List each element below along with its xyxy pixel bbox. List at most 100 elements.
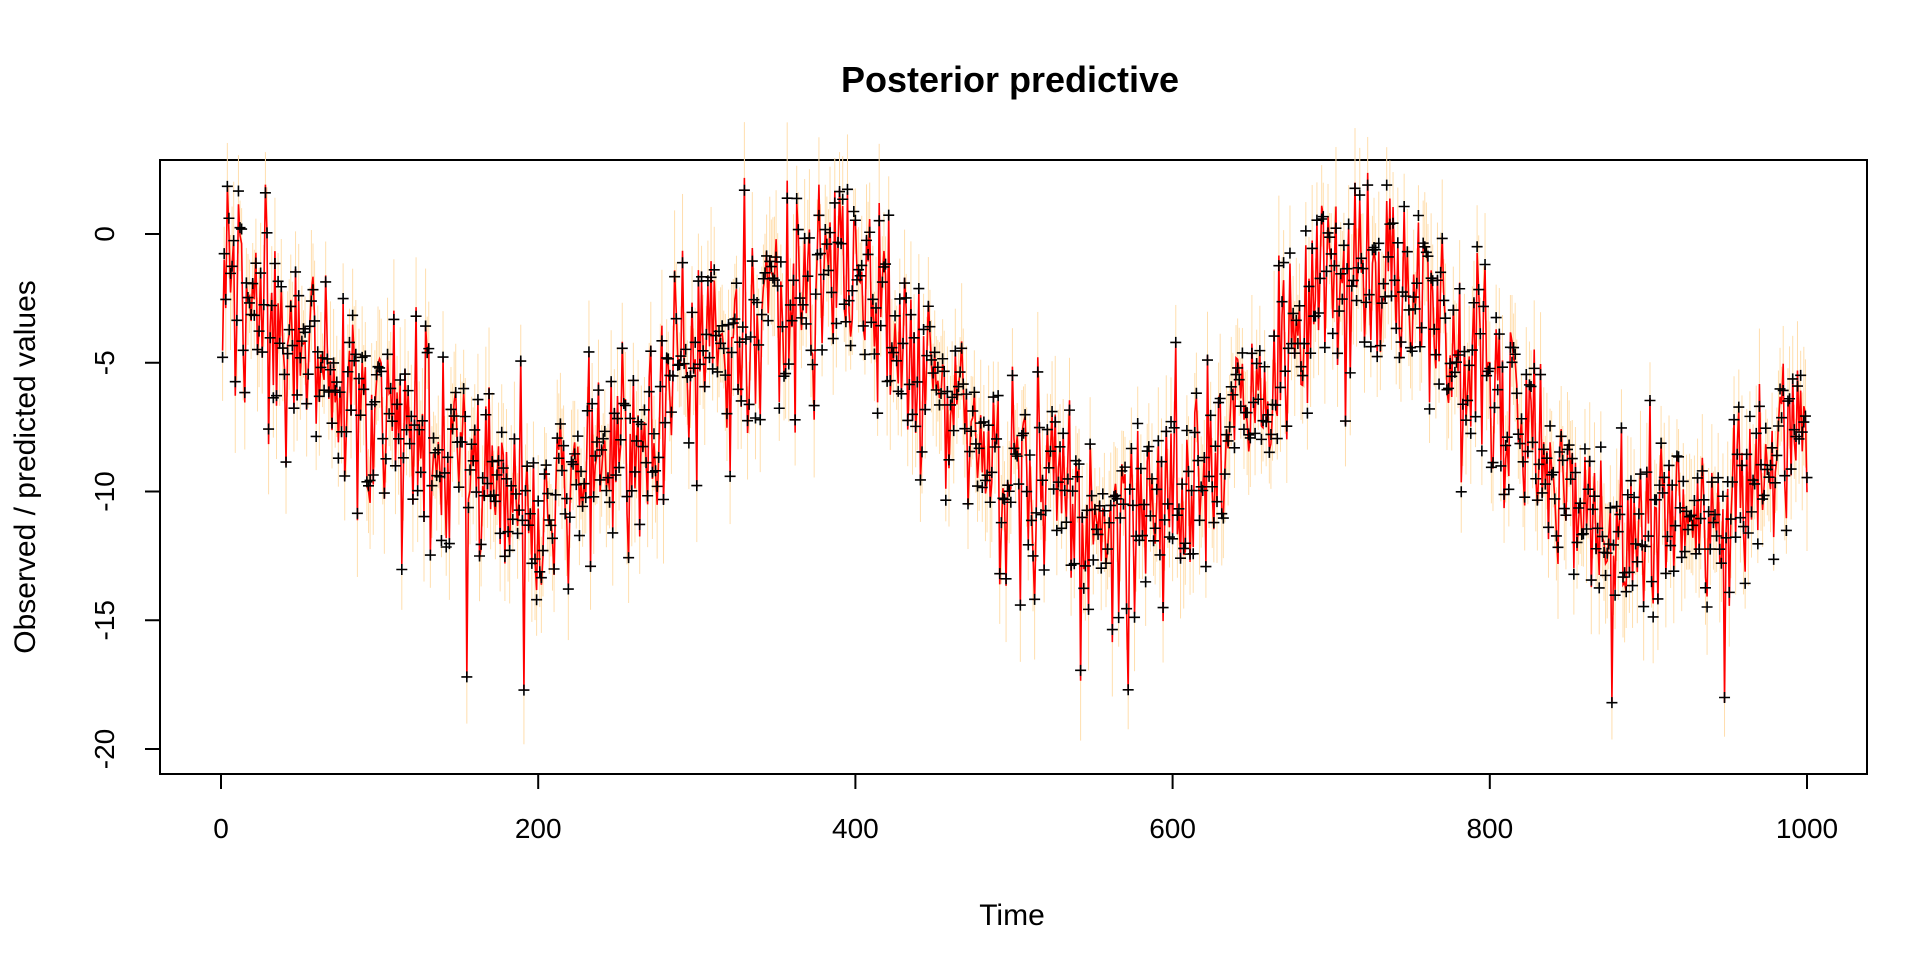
observed-point	[367, 469, 379, 481]
observed-point	[829, 197, 841, 209]
observed-point	[665, 406, 677, 418]
observed-point	[1462, 394, 1474, 406]
observed-point	[1014, 599, 1026, 611]
observed-point	[1785, 463, 1797, 475]
observed-point	[638, 404, 650, 416]
observed-point	[1048, 483, 1060, 495]
observed-point	[1143, 441, 1155, 453]
observed-point	[1187, 548, 1199, 560]
observed-point	[786, 315, 798, 327]
observed-point	[439, 467, 451, 479]
observed-point	[1162, 498, 1174, 510]
observed-point	[1225, 381, 1237, 393]
observed-point	[703, 352, 715, 364]
observed-point	[954, 366, 966, 378]
observed-point	[677, 257, 689, 269]
observed-point	[629, 466, 641, 478]
observed-point	[1067, 485, 1079, 497]
observed-point	[328, 357, 340, 369]
observed-point	[1236, 347, 1248, 359]
observed-point	[610, 469, 622, 481]
observed-point	[502, 526, 514, 538]
observed-point	[1102, 543, 1114, 555]
observed-point	[623, 552, 635, 564]
observed-point	[1506, 356, 1518, 368]
observed-point	[943, 454, 955, 466]
observed-point	[834, 186, 846, 198]
observed-point	[529, 553, 541, 565]
observed-point	[459, 410, 471, 422]
observed-point	[1022, 539, 1034, 551]
observed-point	[242, 292, 254, 304]
observed-point	[1528, 362, 1540, 374]
observed-point	[1387, 217, 1399, 229]
observed-point	[1523, 379, 1535, 391]
observed-point	[764, 255, 776, 267]
observed-point	[872, 407, 884, 419]
observed-point	[1544, 420, 1556, 432]
observed-point	[283, 324, 295, 336]
observed-point	[615, 434, 627, 446]
observed-point	[626, 485, 638, 497]
observed-point	[607, 527, 619, 539]
observed-point	[772, 280, 784, 292]
observed-point	[583, 346, 595, 358]
observed-point	[795, 312, 807, 324]
observed-point	[1769, 477, 1781, 489]
observed-point	[661, 352, 673, 364]
observed-point	[979, 474, 991, 486]
observed-point	[307, 284, 319, 296]
observed-point	[494, 527, 506, 539]
observed-point	[580, 492, 592, 504]
observed-point	[1228, 442, 1240, 454]
observed-point	[792, 224, 804, 236]
observed-point	[716, 320, 728, 332]
observed-point	[1041, 424, 1053, 436]
observed-point	[1336, 293, 1348, 305]
observed-point	[753, 339, 765, 351]
observed-point	[348, 355, 360, 367]
observed-point	[250, 257, 262, 269]
observed-point	[1631, 556, 1643, 568]
observed-point	[1157, 602, 1169, 614]
observed-point	[922, 300, 934, 312]
observed-point	[1676, 551, 1688, 563]
observed-point	[1165, 416, 1177, 428]
observed-point	[1170, 336, 1182, 348]
observed-point	[1749, 478, 1761, 490]
observed-point	[612, 413, 623, 425]
observed-point	[762, 315, 774, 327]
observed-point	[1298, 338, 1310, 350]
observed-point	[1560, 509, 1572, 521]
observed-point	[1768, 553, 1780, 565]
observed-point	[1549, 493, 1561, 505]
observed-point	[1311, 214, 1323, 226]
observed-point	[1327, 327, 1339, 339]
observed-point	[1122, 684, 1134, 696]
observed-point	[1620, 586, 1632, 598]
observed-point	[1501, 431, 1513, 443]
observed-point	[332, 452, 344, 464]
observed-point	[992, 390, 1004, 402]
observed-point	[1652, 593, 1664, 605]
observed-point	[1500, 439, 1512, 451]
observed-point	[1663, 459, 1675, 471]
observed-point	[1634, 468, 1646, 480]
observed-point	[933, 399, 945, 411]
observed-point	[1630, 538, 1642, 550]
observed-point	[383, 408, 395, 420]
observed-point	[1495, 460, 1507, 472]
observed-point	[386, 415, 398, 427]
observed-point	[1135, 463, 1147, 475]
observed-point	[342, 366, 354, 378]
observed-point	[1301, 407, 1313, 419]
observed-point	[1436, 232, 1448, 244]
observed-point	[618, 398, 630, 410]
observed-point	[926, 354, 938, 366]
observed-point	[1211, 496, 1223, 508]
observed-point	[1698, 494, 1710, 506]
observed-point	[937, 353, 949, 365]
observed-point	[1179, 537, 1191, 549]
observed-point	[1316, 213, 1328, 225]
observed-point	[989, 441, 1001, 453]
